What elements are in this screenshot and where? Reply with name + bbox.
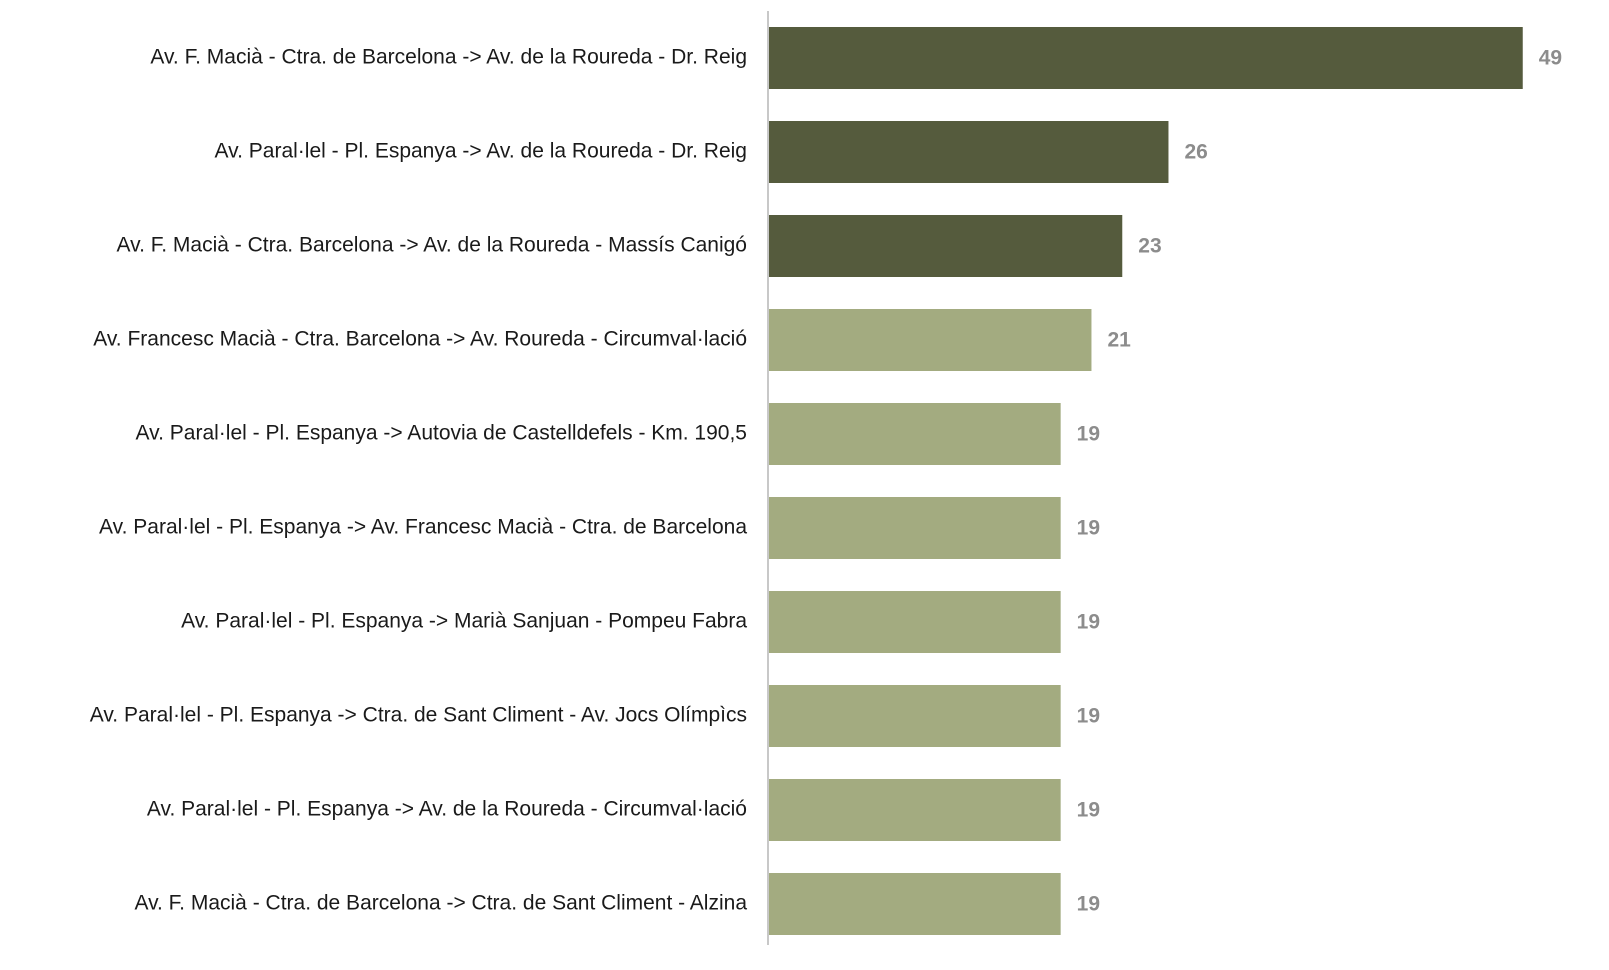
value-label: 49	[1539, 47, 1562, 70]
category-label: Av. Paral·lel - Pl. Espanya -> Av. de la…	[215, 140, 747, 163]
value-label: 19	[1077, 893, 1100, 916]
category-label: Av. F. Macià - Ctra. Barcelona -> Av. de…	[117, 234, 747, 257]
bar	[768, 497, 1061, 559]
bar	[768, 873, 1061, 935]
category-label: Av. F. Macià - Ctra. de Barcelona -> Ctr…	[134, 892, 747, 915]
value-label: 19	[1077, 423, 1100, 446]
value-label: 23	[1138, 235, 1161, 258]
bar	[768, 27, 1523, 89]
bar	[768, 403, 1061, 465]
category-label: Av. Paral·lel - Pl. Espanya -> Autovia d…	[136, 422, 747, 445]
value-label: 19	[1077, 517, 1100, 540]
category-label: Av. Paral·lel - Pl. Espanya -> Av. de la…	[147, 798, 747, 821]
value-label: 19	[1077, 705, 1100, 728]
category-label: Av. Paral·lel - Pl. Espanya -> Ctra. de …	[90, 704, 747, 727]
bar	[768, 121, 1169, 183]
value-label: 26	[1184, 141, 1207, 164]
category-label: Av. Francesc Macià - Ctra. Barcelona -> …	[93, 328, 747, 351]
category-label: Av. Paral·lel - Pl. Espanya -> Av. Franc…	[99, 516, 747, 539]
value-label: 19	[1077, 611, 1100, 634]
category-label: Av. Paral·lel - Pl. Espanya -> Marià San…	[181, 610, 747, 633]
bar	[768, 215, 1123, 277]
bar	[768, 685, 1061, 747]
bar	[768, 309, 1092, 371]
bar	[768, 591, 1061, 653]
category-label: Av. F. Macià - Ctra. de Barcelona -> Av.…	[150, 46, 747, 69]
value-label: 19	[1077, 799, 1100, 822]
bar	[768, 779, 1061, 841]
value-label: 21	[1107, 329, 1131, 352]
